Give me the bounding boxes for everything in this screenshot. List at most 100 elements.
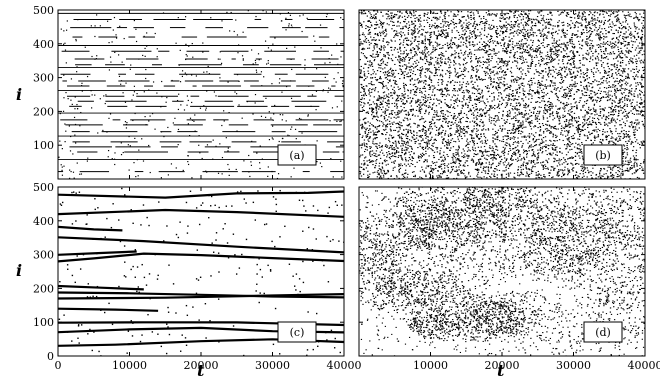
data-point	[391, 75, 393, 77]
data-point	[509, 86, 511, 89]
data-point	[555, 45, 557, 47]
data-point	[607, 166, 609, 168]
data-point	[387, 100, 389, 102]
data-point	[587, 89, 589, 91]
data-point	[551, 57, 554, 60]
data-point	[406, 67, 408, 69]
data-point	[476, 125, 478, 127]
data-point	[404, 96, 406, 98]
data-point	[528, 137, 531, 139]
data-point	[450, 121, 453, 123]
data-point	[573, 146, 576, 148]
data-point	[366, 146, 368, 148]
data-point	[392, 70, 395, 72]
data-point	[566, 163, 569, 165]
data-point	[304, 64, 306, 66]
data-point	[459, 133, 461, 135]
data-point	[566, 146, 568, 148]
data-point	[466, 132, 468, 134]
data-point	[598, 21, 600, 23]
data-point	[635, 155, 637, 157]
data-point	[405, 84, 407, 86]
data-point	[395, 175, 398, 177]
data-point	[409, 58, 411, 61]
data-point	[336, 43, 338, 45]
data-point	[76, 103, 78, 106]
data-point	[540, 14, 542, 16]
data-point	[509, 145, 511, 147]
data-point	[518, 23, 520, 25]
data-point	[428, 40, 431, 42]
data-point	[585, 84, 588, 86]
data-point	[593, 117, 596, 120]
data-point	[413, 131, 415, 133]
data-point	[641, 91, 643, 94]
data-point	[388, 93, 390, 95]
data-point	[571, 85, 573, 87]
data-point	[440, 133, 442, 135]
data-point	[512, 24, 515, 26]
data-point	[526, 20, 529, 22]
data-point	[532, 153, 535, 155]
data-point	[399, 15, 401, 17]
data-point	[617, 102, 619, 104]
data-point	[624, 115, 626, 117]
data-point	[553, 51, 555, 53]
data-point	[433, 168, 435, 170]
data-point	[578, 143, 580, 145]
data-point	[541, 161, 544, 163]
data-point	[144, 55, 146, 57]
data-point	[582, 173, 584, 175]
data-point	[548, 31, 550, 33]
data-point	[425, 137, 427, 139]
data-point	[602, 108, 604, 110]
data-point	[361, 33, 364, 36]
data-point	[475, 163, 477, 165]
data-point	[598, 38, 600, 40]
data-point	[432, 145, 434, 147]
data-point	[385, 85, 387, 87]
data-point	[588, 94, 590, 96]
data-point	[429, 86, 431, 88]
data-point	[603, 11, 606, 13]
data-point	[407, 129, 409, 131]
data-point	[476, 169, 479, 171]
data-point	[407, 125, 409, 127]
data-point	[406, 65, 408, 68]
data-point	[628, 15, 631, 17]
data-point	[429, 125, 431, 127]
data-point	[536, 162, 538, 164]
data-point	[219, 58, 221, 60]
data-point	[568, 140, 570, 143]
data-point	[642, 140, 644, 142]
data-point	[463, 156, 465, 159]
data-point	[621, 62, 624, 64]
data-point	[429, 133, 431, 135]
data-point	[581, 44, 583, 46]
data-point	[498, 92, 500, 94]
data-point	[550, 19, 553, 21]
data-point	[510, 26, 512, 28]
data-point	[506, 139, 508, 141]
data-point	[532, 107, 534, 109]
data-point	[526, 117, 529, 119]
data-point	[241, 55, 244, 57]
data-point	[440, 132, 442, 134]
data-point	[390, 46, 392, 48]
data-point	[448, 94, 450, 96]
data-point	[398, 110, 401, 112]
data-point	[453, 13, 455, 15]
data-point	[558, 70, 560, 72]
data-point	[542, 165, 544, 167]
data-point	[546, 45, 548, 48]
data-point	[487, 54, 489, 56]
data-point	[527, 15, 529, 17]
data-point	[376, 128, 378, 130]
data-point	[389, 144, 392, 147]
data-point	[313, 35, 315, 37]
data-point	[538, 106, 540, 108]
data-point	[516, 142, 518, 144]
data-point	[282, 137, 284, 140]
data-point	[541, 80, 543, 82]
data-point	[549, 49, 551, 51]
